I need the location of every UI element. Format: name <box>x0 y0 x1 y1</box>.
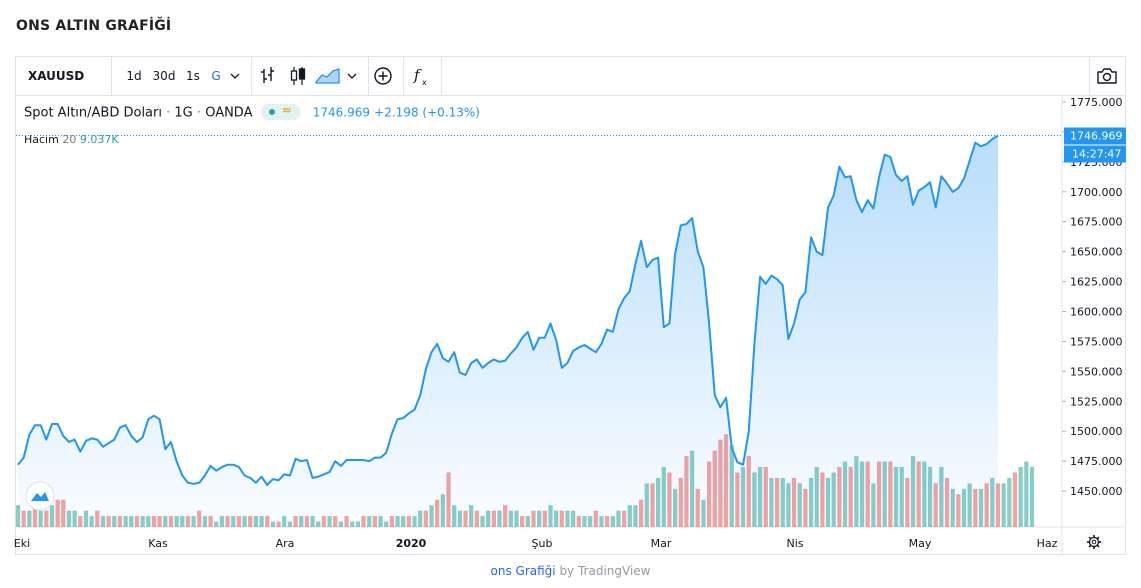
gear-ring <box>1088 536 1100 548</box>
camera-icon[interactable] <box>1094 57 1120 95</box>
series-legend: Spot Altın/ABD Doları · 1G · OANDA ≈ 174… <box>24 103 480 121</box>
countdown-value: 14:27:47 <box>1072 148 1121 161</box>
interval-30d-button[interactable]: 30d <box>152 69 176 83</box>
gear-tooth <box>1096 536 1100 540</box>
toolbar-divider <box>403 57 404 95</box>
gear-tooth <box>1088 536 1092 540</box>
bar-chart-icon[interactable] <box>256 57 280 95</box>
volume-legend: Hacim 20 9.037K <box>24 133 119 146</box>
footer-text: by TradingView <box>559 564 651 578</box>
svg-text:x: x <box>422 78 427 87</box>
toolbar-divider <box>251 57 252 95</box>
gear-icon[interactable] <box>1087 535 1101 549</box>
price-line <box>17 134 999 487</box>
tradingview-logo-icon[interactable] <box>25 481 55 511</box>
last-price-value: 1746.969 <box>1070 130 1123 143</box>
time-tick-label: Mar <box>651 537 672 550</box>
price-tick-label: 1775.000 <box>1070 96 1123 109</box>
price-tick-label: 1550.000 <box>1070 365 1123 378</box>
volume-bar <box>1018 467 1023 527</box>
toolbar-divider <box>111 57 112 95</box>
gear-hub <box>1091 539 1097 545</box>
toolbar-divider <box>441 57 442 95</box>
last-price-box <box>1064 127 1126 145</box>
time-tick-label: May <box>909 537 932 550</box>
price-tick-label: 1650.000 <box>1070 246 1123 259</box>
price-tick-label: 1475.000 <box>1070 455 1123 468</box>
volume-label: Hacim <box>24 133 59 146</box>
chevron-down-icon[interactable] <box>229 57 245 95</box>
price-tick-label: 1575.000 <box>1070 335 1123 348</box>
legend-price: 1746.969 <box>312 105 371 120</box>
market-status-badge[interactable]: ≈ <box>260 103 301 120</box>
plus-circle-icon[interactable] <box>371 57 395 95</box>
chart-footer: ons Grafiği by TradingView <box>0 564 1141 578</box>
volume-bar <box>1029 467 1035 527</box>
svg-text:f: f <box>413 66 422 84</box>
price-tick-label: 1700.000 <box>1070 186 1123 199</box>
chevron-down-icon[interactable] <box>346 57 362 95</box>
delayed-data-icon: ≈ <box>281 103 292 117</box>
time-axis: Eki Kas Ara 2020 Şub Mar Nis May Haz <box>14 537 1058 550</box>
volume-value: 9.037K <box>79 133 119 146</box>
price-tick-label: 1500.000 <box>1070 425 1123 438</box>
legend-separator: · <box>196 105 202 121</box>
price-tick-label: 1450.000 <box>1070 485 1123 498</box>
price-chart[interactable]: 1450.000 1475.000 1500.000 1525.000 1550.000… <box>0 0 1141 560</box>
toolbar-divider <box>1089 57 1090 95</box>
footer-link[interactable]: ons Grafiği <box>490 564 556 578</box>
time-tick-label: 2020 <box>396 537 427 550</box>
price-tick-label: 1625.000 <box>1070 276 1123 289</box>
time-tick-label: Haz <box>1037 537 1058 550</box>
price-tick-label: 1525.000 <box>1070 395 1123 408</box>
gear-tooth <box>1088 544 1092 548</box>
price-axis: 1450.000 1475.000 1500.000 1525.000 1550.000… <box>1062 96 1123 498</box>
legend-change: +2.198 (+0.13%) <box>374 105 480 120</box>
logo-mark <box>31 492 49 501</box>
price-tick-label: 1600.000 <box>1070 306 1123 319</box>
time-tick-label: Kas <box>148 537 168 550</box>
countdown-box <box>1064 145 1126 163</box>
interval-1s-button[interactable]: 1s <box>186 69 200 83</box>
volume-bar <box>1001 483 1006 527</box>
price-area <box>18 135 998 527</box>
interval-1g-button[interactable]: G <box>211 69 221 83</box>
candlestick-icon[interactable] <box>286 57 310 95</box>
market-open-dot-icon <box>268 109 275 115</box>
legend-interval: 1G <box>174 105 193 121</box>
legend-symbol-name: Spot Altın/ABD Doları <box>24 105 162 121</box>
volume-length: 20 <box>62 133 77 146</box>
area-chart-icon[interactable] <box>314 57 342 95</box>
price-tick-label: 1675.000 <box>1070 216 1123 229</box>
gear-tooth <box>1096 544 1100 548</box>
page-title: ONS ALTIN GRAFİĞİ <box>16 18 172 34</box>
volume-bar <box>1024 461 1029 527</box>
time-tick-label: Ara <box>276 537 295 550</box>
last-price-label: 1746.969 14:27:47 <box>1064 127 1126 163</box>
time-tick-label: Nis <box>786 537 803 550</box>
volume-bar <box>1007 477 1012 527</box>
time-tick-label: Şub <box>532 537 553 550</box>
legend-source: OANDA <box>205 105 253 121</box>
interval-1d-button[interactable]: 1d <box>126 69 142 83</box>
legend-separator: · <box>166 105 171 121</box>
volume-bar <box>1012 472 1018 527</box>
symbol-search-button[interactable]: XAUUSD <box>28 69 85 83</box>
time-tick-label: Eki <box>14 537 30 550</box>
toolbar-divider <box>368 57 369 95</box>
